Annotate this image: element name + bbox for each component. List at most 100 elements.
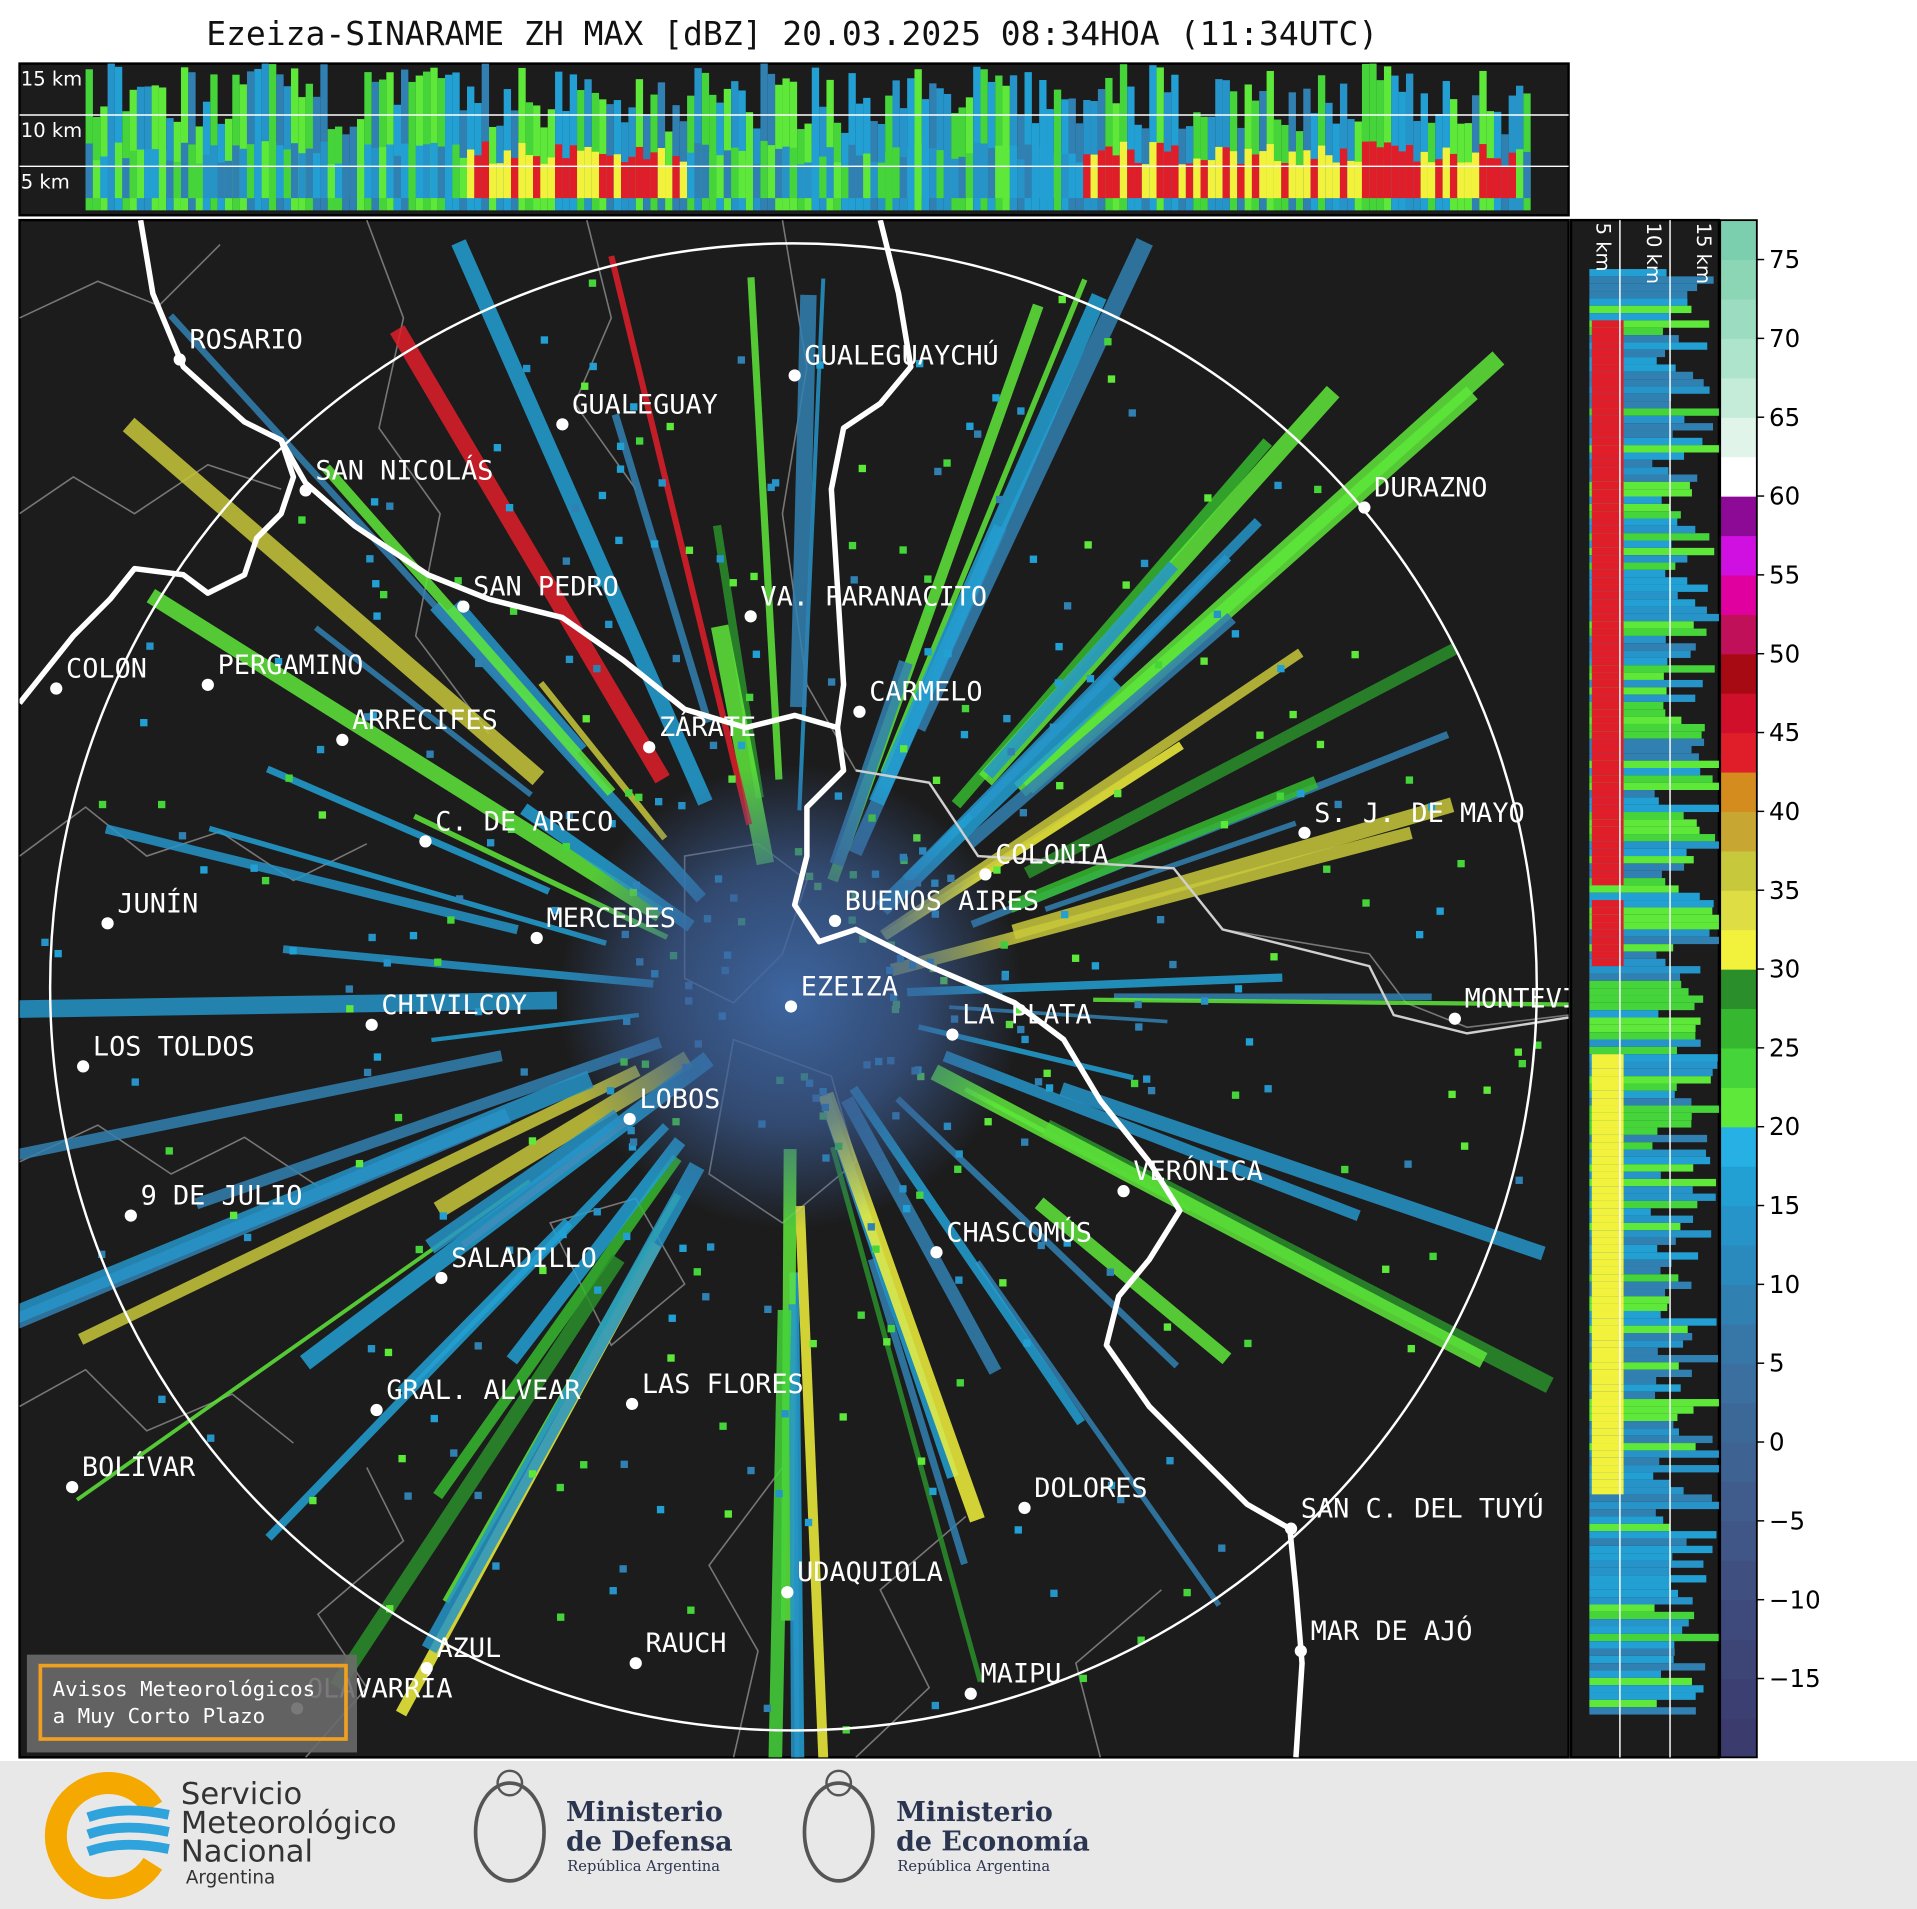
echo-column — [144, 86, 152, 211]
colorbar-band — [1720, 1717, 1757, 1758]
echo-cell — [1061, 910, 1069, 919]
echo-cell — [367, 1345, 376, 1353]
echo-row — [1589, 1494, 1712, 1502]
echo-cell — [1436, 907, 1444, 915]
echo-row — [1589, 1215, 1694, 1223]
echo-row-core — [1591, 1413, 1624, 1422]
echo-column-core — [1317, 145, 1326, 199]
echo-cell — [960, 730, 969, 739]
city-label: COLON — [66, 654, 147, 685]
city-marker — [930, 1246, 943, 1259]
colorbar-tick-label: 0 — [1769, 1428, 1785, 1457]
echo-cell — [867, 1223, 875, 1231]
echo-row-core — [1591, 357, 1624, 365]
echo-cell — [454, 577, 462, 585]
echo-row — [1589, 679, 1703, 688]
city-marker — [784, 1000, 798, 1013]
echo-row-core — [1591, 907, 1624, 915]
echo-column-core — [1508, 152, 1516, 199]
echo-row — [1589, 1685, 1704, 1693]
echo-cell — [1050, 1589, 1058, 1597]
colorbar-band — [1720, 1520, 1757, 1561]
echo-cell — [158, 1395, 166, 1404]
echo-cell — [1029, 555, 1038, 563]
echo-row-core — [1591, 951, 1624, 959]
echo-cell — [580, 1461, 588, 1469]
echo-row — [1589, 834, 1716, 842]
echo-cell — [384, 1348, 393, 1357]
echo-column-core — [92, 160, 101, 199]
city-marker — [623, 1112, 636, 1126]
echo-row — [1589, 1465, 1719, 1473]
echo-column-core — [136, 149, 145, 199]
echo-cell — [1143, 1075, 1151, 1083]
echo-column-core — [430, 142, 438, 199]
echo-row — [1589, 1105, 1719, 1113]
echo-ray — [790, 294, 817, 708]
echo-cell — [1045, 1084, 1054, 1092]
echo-ray — [964, 612, 1236, 849]
echo-column-core — [643, 159, 651, 199]
city-marker — [419, 835, 432, 848]
echo-column — [1303, 88, 1311, 211]
city-marker — [1448, 1012, 1461, 1025]
echo-cell — [380, 590, 388, 599]
echo-row-core — [1591, 1266, 1624, 1275]
echo-row-core — [1591, 1193, 1624, 1201]
echo-row-core — [1591, 863, 1624, 871]
echo-cell — [1483, 1086, 1491, 1094]
echo-cell — [1220, 821, 1229, 829]
echo-cell — [1200, 657, 1208, 665]
echo-row — [1589, 1076, 1711, 1084]
echo-cell — [1056, 782, 1064, 790]
echo-row — [1589, 826, 1700, 835]
radar-core — [558, 764, 1024, 1230]
echo-row — [1589, 445, 1719, 453]
echo-cell — [1043, 1069, 1051, 1077]
echo-cell — [737, 356, 745, 364]
echo-cell — [900, 745, 908, 753]
echo-column — [980, 69, 988, 211]
city-marker — [420, 1661, 433, 1675]
echo-column-core — [1259, 151, 1267, 199]
echo-row — [1589, 1670, 1661, 1678]
echo-cell — [620, 1460, 628, 1468]
colorbar-band — [1720, 535, 1757, 576]
height-label: 15 km — [21, 68, 82, 91]
echo-row — [1589, 1707, 1696, 1715]
echo-row — [1589, 929, 1710, 937]
echo-column — [1039, 79, 1047, 211]
echo-cell — [650, 540, 659, 548]
echo-row — [1589, 936, 1719, 945]
echo-ray — [421, 1161, 705, 1654]
echo-row-core — [1591, 1274, 1624, 1282]
echo-column-core — [1420, 151, 1428, 199]
echo-cell — [386, 502, 394, 510]
echo-cell — [1122, 581, 1130, 589]
echo-row-core — [1591, 804, 1624, 813]
height-label: 5 km — [1592, 223, 1615, 272]
echo-row — [1589, 709, 1666, 717]
footer-background — [0, 1761, 1917, 1909]
colorbar-tick-label: 50 — [1769, 639, 1800, 668]
echo-cell — [1128, 409, 1136, 417]
echo-column-core — [1075, 162, 1084, 199]
city-marker — [365, 1018, 378, 1031]
echo-cell — [924, 575, 932, 583]
echo-row — [1589, 1692, 1696, 1700]
echo-column-core — [1222, 147, 1230, 199]
echo-row-core — [1591, 745, 1624, 754]
echo-column-core — [1046, 157, 1054, 199]
warning-box[interactable] — [26, 1654, 357, 1753]
echo-row-core — [1591, 1237, 1624, 1245]
echo-row — [1589, 1281, 1692, 1289]
echo-row-core — [1591, 628, 1624, 636]
echo-row — [1589, 1186, 1693, 1194]
echo-row — [1589, 1384, 1681, 1392]
echo-column-core — [173, 161, 181, 199]
city-marker — [643, 741, 656, 754]
echo-column — [290, 68, 299, 211]
colorbar-tick-label: 55 — [1769, 560, 1800, 589]
echo-row — [1589, 320, 1710, 328]
echo-row — [1589, 775, 1713, 783]
